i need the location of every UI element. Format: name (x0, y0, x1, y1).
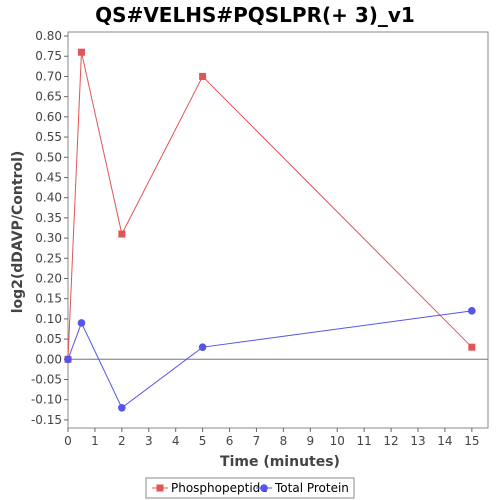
data-point (118, 230, 126, 238)
x-tick-label: 7 (253, 434, 261, 448)
data-point (198, 343, 207, 351)
x-tick-label: 11 (357, 434, 372, 448)
y-tick-label: 0.00 (35, 352, 62, 366)
x-axis-label: Time (minutes) (220, 454, 340, 470)
data-point (77, 319, 86, 327)
data-point (199, 72, 207, 80)
x-tick-label: 13 (410, 434, 425, 448)
legend-label: Total Protein (274, 481, 349, 495)
data-point (468, 307, 476, 315)
y-tick-label: -0.10 (31, 393, 62, 407)
x-tick-label: 8 (280, 434, 288, 448)
y-tick-label: 0.60 (35, 110, 62, 124)
data-point (64, 355, 72, 364)
y-tick-label: 0.40 (35, 191, 62, 205)
x-tick-label: 5 (199, 434, 207, 448)
y-tick-label: -0.15 (31, 413, 62, 427)
y-tick-label: 0.25 (35, 251, 62, 265)
y-tick-label: 0.65 (35, 90, 62, 104)
data-point (468, 343, 476, 351)
legend-label: Phosphopeptide (171, 481, 268, 495)
plot-frame (67, 31, 489, 429)
x-tick-label: 9 (306, 434, 314, 448)
legend-marker (260, 484, 268, 492)
y-tick-label: 0.05 (35, 332, 62, 346)
y-tick-label: 0.35 (35, 211, 62, 225)
x-tick-label: 14 (437, 434, 452, 448)
legend-box (145, 477, 355, 499)
x-tick-label: 15 (464, 434, 479, 448)
y-tick-label: 0.55 (35, 130, 62, 144)
x-tick-label: 2 (118, 434, 126, 448)
data-point (77, 48, 85, 56)
y-tick-label: -0.05 (31, 373, 62, 387)
y-tick-label: 0.15 (35, 292, 62, 306)
x-tick-label: 0 (64, 434, 72, 448)
chart-title: QS#VELHS#PQSLPR(+ 3)_v1 (95, 3, 415, 27)
y-tick-label: 0.80 (35, 29, 62, 43)
y-tick-label: 0.45 (35, 170, 62, 184)
x-tick-label: 6 (226, 434, 234, 448)
x-tick-label: 12 (383, 434, 398, 448)
data-point (118, 403, 126, 412)
x-tick-label: 1 (91, 434, 99, 448)
plot-area: -0.15 -0.10 -0.05 0.00 0.05 0.10 0.15 0.20 0.25 0… (31, 29, 489, 448)
y-tick-label: 0.10 (35, 312, 62, 326)
y-tick-label: 0.30 (35, 231, 62, 245)
y-tick-label: 0.20 (35, 271, 62, 285)
x-tick-label: 10 (330, 434, 345, 448)
x-tick-label: 4 (172, 434, 180, 448)
x-tick-label: 3 (145, 434, 153, 448)
y-tick-label: 0.70 (35, 69, 62, 83)
y-axis-label: log2(dDAVP/Control) (10, 151, 26, 314)
legend-marker (156, 484, 164, 492)
y-tick-label: 0.75 (35, 49, 62, 63)
legend: Phosphopeptide Total Protein (145, 477, 355, 499)
y-tick-label: 0.50 (35, 150, 62, 164)
